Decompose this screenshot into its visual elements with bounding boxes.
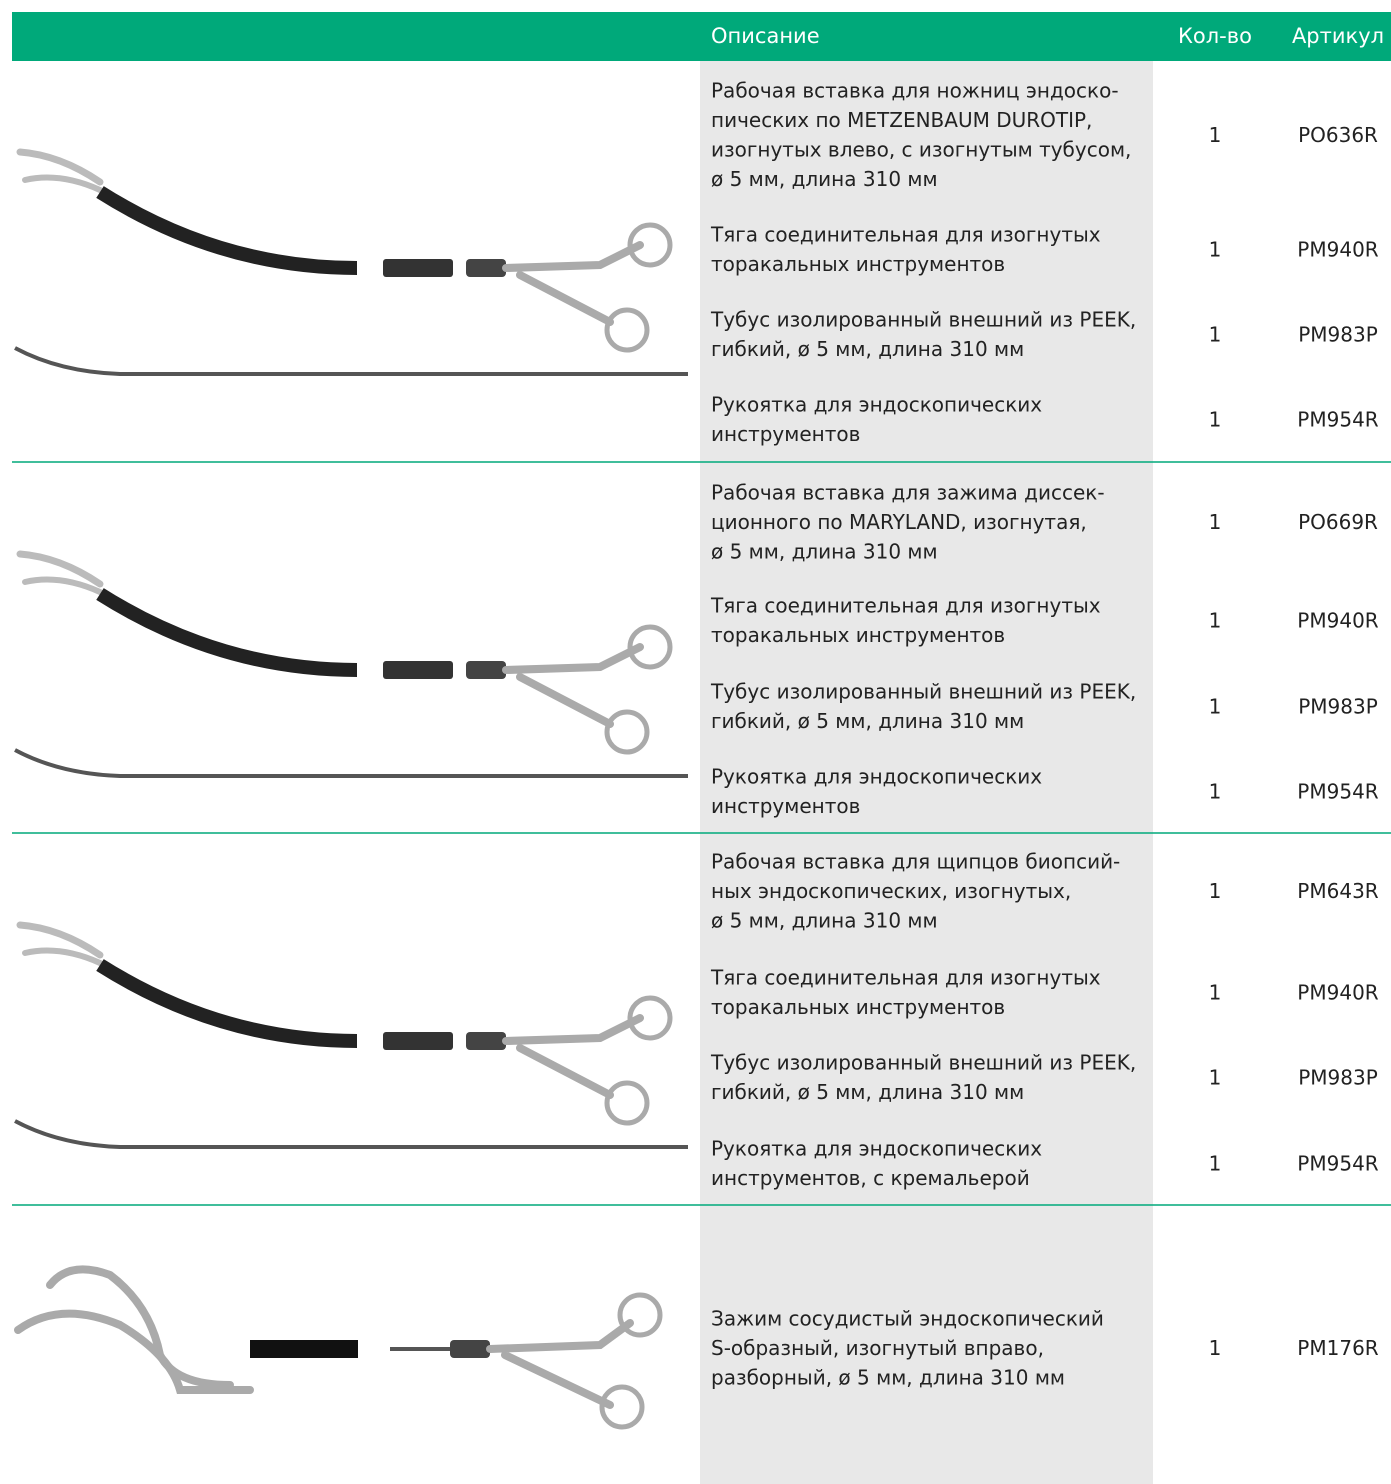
- item-description: пических по METZENBAUM DUROTIP,: [711, 108, 1092, 132]
- description-column: [700, 60, 1153, 1484]
- item-description: ных эндоскопических, изогнутых,: [711, 879, 1071, 903]
- item-description: гибкий, ø 5 мм, длина 310 мм: [711, 709, 1024, 733]
- item-article: PM954R: [1297, 779, 1378, 803]
- item-qty: 1: [1209, 237, 1222, 261]
- handle: [486, 1319, 634, 1409]
- item-article: PM940R: [1297, 980, 1378, 1004]
- ring: [627, 222, 673, 268]
- item-qty: 1: [1209, 1065, 1222, 1089]
- header-bar: [12, 12, 1391, 61]
- jaw: [16, 921, 104, 959]
- item-description: Тубус изолированный внешний из PEEK,: [710, 680, 1136, 704]
- tube: [383, 661, 453, 679]
- item-description: Рабочая вставка для зажима диссек-: [711, 481, 1105, 505]
- rod: [14, 1119, 688, 1149]
- jaw: [16, 148, 104, 186]
- item-description: Рукоятка для эндоскопических: [711, 393, 1042, 417]
- jaw: [22, 947, 103, 966]
- item-description: торакальных инструментов: [711, 995, 1005, 1019]
- item-qty: 1: [1209, 123, 1222, 147]
- item-qty: 1: [1209, 980, 1222, 1004]
- item-description: ционного по MARYLAND, изогнутая,: [711, 510, 1087, 534]
- item-description: Рабочая вставка для ножниц эндоско-: [711, 79, 1119, 103]
- ring: [604, 1080, 650, 1126]
- item-description: изогнутых влево, с изогнутым тубусом,: [711, 138, 1131, 162]
- item-description: инструментов, с кремальерой: [711, 1166, 1030, 1190]
- item-description: Тяга соединительная для изогнутых: [710, 223, 1101, 247]
- shaft: [250, 1340, 358, 1358]
- item-article: PM954R: [1297, 407, 1378, 431]
- item-article: PM954R: [1297, 1151, 1378, 1175]
- item-description: Тяга соединительная для изогнутых: [710, 594, 1101, 618]
- item-qty: 1: [1209, 694, 1222, 718]
- handle: [502, 241, 644, 326]
- item-description: торакальных инструментов: [711, 623, 1005, 647]
- rod: [14, 748, 688, 778]
- item-description: Рабочая вставка для щипцов биопсий-: [711, 850, 1120, 874]
- item-article: PM643R: [1297, 879, 1378, 903]
- item-article: PM983P: [1298, 694, 1378, 718]
- item-description: инструментов: [711, 794, 860, 818]
- item-description: Рукоятка для эндоскопических: [711, 1137, 1042, 1161]
- item-description: ø 5 мм, длина 310 мм: [711, 167, 938, 191]
- item-description: Тяга соединительная для изогнутых: [710, 966, 1101, 990]
- ring: [604, 307, 650, 353]
- rod: [14, 346, 688, 376]
- header-qty: Кол-во: [1178, 24, 1252, 48]
- item-description: ø 5 мм, длина 310 мм: [711, 540, 938, 564]
- knob: [466, 661, 506, 679]
- item-description: S-образный, изогнутый вправо,: [711, 1336, 1044, 1360]
- tube: [383, 1032, 453, 1050]
- item-qty: 1: [1209, 510, 1222, 534]
- item-article: PM176R: [1297, 1336, 1378, 1360]
- jaw: [22, 576, 103, 595]
- knob: [450, 1340, 490, 1358]
- item-article: PM940R: [1297, 608, 1378, 632]
- item-qty: 1: [1209, 608, 1222, 632]
- shaft: [96, 959, 358, 1048]
- item-qty: 1: [1209, 1336, 1222, 1360]
- shaft: [96, 588, 358, 677]
- item-qty: 1: [1209, 407, 1222, 431]
- jaw: [46, 1265, 234, 1389]
- ring: [604, 709, 650, 755]
- header-description: Описание: [711, 24, 820, 48]
- item-article: PM940R: [1297, 237, 1378, 261]
- item-description: Тубус изолированный внешний из PEEK,: [710, 308, 1136, 332]
- item-qty: 1: [1209, 879, 1222, 903]
- item-qty: 1: [1209, 1151, 1222, 1175]
- ring: [627, 624, 673, 670]
- item-qty: 1: [1209, 322, 1222, 346]
- ring: [599, 1384, 645, 1430]
- item-description: гибкий, ø 5 мм, длина 310 мм: [711, 337, 1024, 361]
- handle: [502, 1014, 644, 1099]
- ring: [627, 995, 673, 1041]
- item-description: Рукоятка для эндоскопических: [711, 765, 1042, 789]
- item-description: Тубус изолированный внешний из PEEK,: [710, 1051, 1136, 1075]
- tube: [383, 259, 453, 277]
- item-description: ø 5 мм, длина 310 мм: [711, 909, 938, 933]
- item-description: торакальных инструментов: [711, 252, 1005, 276]
- handle: [502, 643, 644, 728]
- item-article: PO636R: [1298, 123, 1378, 147]
- item-qty: 1: [1209, 779, 1222, 803]
- item-description: разборный, ø 5 мм, длина 310 мм: [711, 1366, 1065, 1390]
- item-description: гибкий, ø 5 мм, длина 310 мм: [711, 1080, 1024, 1104]
- jaw: [16, 550, 104, 588]
- item-article: PO669R: [1298, 510, 1378, 534]
- ring: [617, 1292, 663, 1338]
- header-article: Артикул: [1292, 24, 1384, 48]
- item-description: Зажим сосудистый эндоскопический: [711, 1307, 1104, 1331]
- knob: [466, 1032, 506, 1050]
- item-description: инструментов: [711, 422, 860, 446]
- jaw: [14, 1309, 254, 1394]
- shaft: [96, 186, 358, 275]
- item-article: PM983P: [1298, 1065, 1378, 1089]
- jaw: [22, 174, 103, 193]
- item-article: PM983P: [1298, 322, 1378, 346]
- knob: [466, 259, 506, 277]
